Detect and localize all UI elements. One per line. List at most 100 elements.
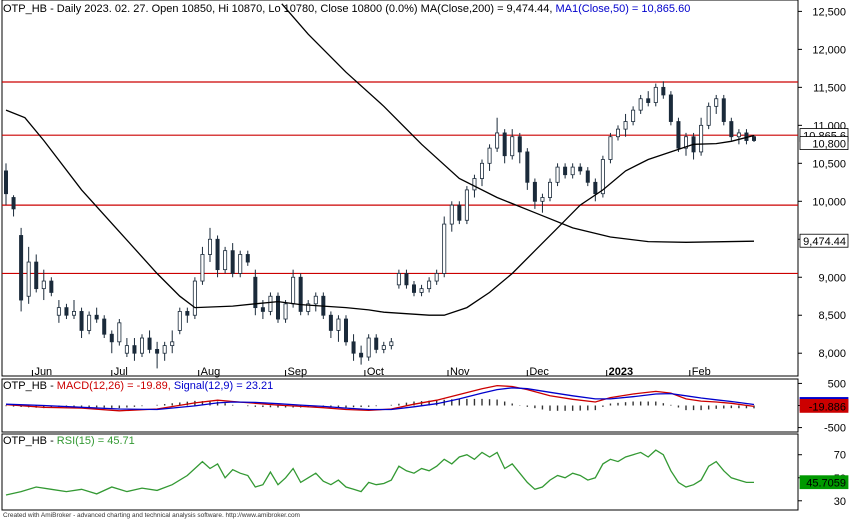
y-tick-label: -500 bbox=[824, 423, 846, 435]
candle-body bbox=[389, 341, 394, 347]
value-tag-label: 10,800 bbox=[812, 139, 846, 151]
candle-body bbox=[555, 166, 560, 183]
x-tick-label: Feb bbox=[692, 366, 711, 378]
candle-body bbox=[192, 280, 197, 316]
candle-body bbox=[268, 295, 273, 312]
candle-body bbox=[223, 250, 228, 271]
candle-body bbox=[374, 337, 379, 350]
candle-body bbox=[736, 132, 741, 138]
candle-body bbox=[162, 345, 167, 354]
y-tick-label: 500 bbox=[828, 378, 846, 390]
candle-body bbox=[366, 337, 371, 358]
candle-body bbox=[87, 314, 92, 331]
x-tick-label: Aug bbox=[201, 366, 221, 378]
y-tick-label: 10,000 bbox=[812, 196, 846, 208]
candle-body bbox=[306, 303, 311, 312]
y-tick-label: 11,500 bbox=[813, 82, 846, 94]
candle-body bbox=[72, 311, 77, 316]
candle-body bbox=[623, 121, 628, 130]
candle-body bbox=[442, 223, 447, 274]
rsi-title-prefix: OTP_HB - bbox=[3, 435, 57, 447]
candle-body bbox=[457, 204, 462, 221]
candle-body bbox=[548, 181, 553, 198]
candle-body bbox=[495, 132, 500, 149]
y-tick-label: 12,000 bbox=[812, 44, 846, 56]
candle-body bbox=[404, 273, 409, 286]
candle-body bbox=[109, 333, 114, 343]
candle-body bbox=[230, 250, 235, 274]
candle-body bbox=[11, 197, 16, 210]
candle-body bbox=[79, 311, 84, 331]
candle-body bbox=[699, 124, 704, 153]
candle-body bbox=[313, 295, 318, 305]
candle-body bbox=[585, 170, 590, 183]
candle-body bbox=[525, 151, 530, 183]
candle-body bbox=[117, 322, 122, 343]
candle-body bbox=[207, 238, 212, 255]
candle-body bbox=[238, 254, 243, 274]
x-tick-label: Oct bbox=[367, 366, 384, 378]
candle-body bbox=[155, 349, 160, 354]
candle-body bbox=[147, 337, 152, 350]
series-line-1-0 bbox=[5, 384, 755, 412]
candle-body bbox=[616, 128, 621, 138]
candle-body bbox=[668, 94, 673, 122]
candle-body bbox=[487, 147, 492, 164]
candle-body bbox=[570, 166, 575, 176]
candle-body bbox=[427, 280, 432, 290]
pane-frame bbox=[1, 433, 799, 511]
signal-title: Signal(12,9) = 23.21 bbox=[174, 380, 273, 392]
candle-body bbox=[283, 303, 288, 320]
x-tick-label: Dec bbox=[529, 366, 549, 378]
y-tick-label: 10,500 bbox=[812, 158, 846, 170]
candle-body bbox=[631, 109, 636, 122]
value-tag-label: 45.7059 bbox=[806, 478, 846, 490]
candle-body bbox=[449, 204, 454, 225]
candle-body bbox=[170, 341, 175, 347]
candle-body bbox=[245, 254, 250, 263]
candle-body bbox=[411, 284, 416, 293]
price-title-main: OTP_HB - Daily 2023. 02. 27. Open 10850,… bbox=[3, 3, 421, 15]
candle-body bbox=[64, 307, 69, 316]
y-tick-label: 9,000 bbox=[818, 272, 846, 284]
ma50-title: MA1(Close,50) = 10,865.60 bbox=[556, 3, 691, 15]
x-tick-label: Jun bbox=[34, 366, 52, 378]
candle-body bbox=[56, 307, 61, 316]
candle-body bbox=[343, 318, 348, 343]
candle-body bbox=[200, 254, 205, 282]
candle-body bbox=[185, 311, 190, 316]
candle-body bbox=[563, 166, 568, 176]
candle-body bbox=[714, 98, 719, 107]
footer-credit: Created with AmiBroker - advanced charti… bbox=[3, 512, 300, 519]
candle-body bbox=[510, 136, 515, 157]
ma200-title: MA(Close,200) = 9,474.44, bbox=[421, 3, 553, 15]
candle-body bbox=[706, 105, 711, 126]
candle-body bbox=[291, 276, 296, 305]
candle-body bbox=[336, 318, 341, 331]
candle-body bbox=[328, 314, 333, 331]
candle-body bbox=[752, 136, 757, 141]
candle-body bbox=[540, 197, 545, 202]
candle-body bbox=[600, 159, 605, 195]
candle-body bbox=[638, 98, 643, 111]
candle-body bbox=[676, 121, 681, 149]
value-tag-box bbox=[799, 398, 849, 413]
candle-body bbox=[102, 318, 107, 335]
candle-body bbox=[479, 162, 484, 179]
pane-frame bbox=[1, 0, 799, 377]
candle-body bbox=[729, 121, 734, 138]
candle-body bbox=[124, 345, 129, 354]
candle-body bbox=[215, 238, 220, 271]
x-tick-label: 2023 bbox=[609, 366, 633, 378]
candle-body bbox=[177, 311, 182, 331]
candle-body bbox=[139, 337, 144, 354]
value-tag-box bbox=[799, 233, 849, 248]
candle-body bbox=[132, 345, 137, 354]
rsi-pane: 70503045.7059 bbox=[1, 433, 849, 511]
y-tick-label: 70 bbox=[834, 450, 846, 462]
price-pane: 8,0008,5009,0009,50010,00010,50011,00011… bbox=[1, 0, 849, 378]
series-line-0-0 bbox=[281, 3, 755, 243]
y-tick-label: 8,000 bbox=[818, 348, 846, 360]
